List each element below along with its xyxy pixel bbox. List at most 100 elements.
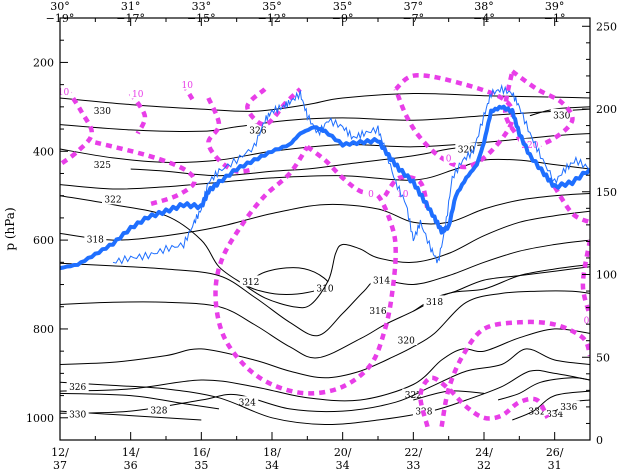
magenta-contour-6 (213, 144, 398, 396)
y-right-label-250: 250 (596, 20, 617, 33)
isentrope-label-314-2: 314 (373, 277, 390, 287)
isentrope-312-1 (60, 195, 590, 309)
isentrope-label-336-13: 336 (560, 403, 577, 413)
isentrope-label-316-3: 316 (369, 307, 386, 317)
magenta-label-0-bg (60, 85, 72, 97)
y-left-label-1000: 1000 (26, 412, 54, 425)
isentrope-322-6 (60, 328, 590, 402)
isentrope-label-312-1-bg (239, 275, 262, 287)
magenta-label-11: 0 (584, 317, 590, 327)
isentrope-label-322-17: 322 (104, 196, 121, 206)
isentrope-325-16 (60, 133, 590, 163)
isentrope-328-9 (60, 392, 220, 410)
isentrope-332-11 (497, 377, 590, 401)
x-bottom-label-24-a: 24/ (475, 446, 493, 459)
axes-layer: 12/3714/3616/3518/3420/3422/3324/3226/31… (26, 0, 617, 472)
isentrope-label-328-9-bg (147, 403, 170, 415)
x-top-label-16-a: 33° (192, 0, 212, 13)
isentrope-label-330-20-bg (550, 108, 573, 120)
isentrope-label-320-18-bg (455, 143, 478, 155)
x-top-label-22-b: −7° (402, 12, 424, 25)
isentrope-label-310-0: 310 (316, 285, 333, 295)
x-bottom-label-20-b: 34 (336, 459, 350, 472)
x-top-label-22-a: 37° (404, 0, 424, 13)
isentrope-label-325-16-bg (91, 158, 114, 170)
isentrope-label-330-10: 330 (69, 411, 86, 421)
y-left-label-200: 200 (33, 56, 54, 69)
isentrope-label-330-14: 330 (94, 107, 111, 117)
magenta-contour-11 (580, 239, 590, 317)
magenta-label-8: 220 (521, 141, 538, 151)
isentrope-label-326-15-bg (246, 123, 269, 135)
magenta-label-7-bg (443, 151, 454, 163)
x-top-label-12-a: 30° (50, 0, 70, 13)
isentrope-326-15 (60, 108, 590, 132)
magenta-label-1-bg (129, 87, 146, 99)
magenta-label-6: 0 (368, 190, 374, 200)
isentrope-label-320-5: 320 (398, 337, 415, 347)
isentrope-label-330-20: 330 (553, 111, 570, 121)
x-bottom-label-22-b: 33 (406, 459, 420, 472)
y-axis-label: p (hPa) (3, 207, 17, 250)
magenta-contour-7 (393, 73, 516, 170)
isentrope-326-8 (60, 369, 590, 426)
magenta-label-2: 10 (181, 81, 193, 91)
isentrope-label-326-8: 326 (69, 383, 86, 393)
isentrope-330-14 (60, 92, 590, 112)
isentrope-label-322-6-bg (402, 388, 425, 400)
isentrope-label-330-14-bg (91, 104, 114, 116)
isentrope-label-334-12: 334 (546, 410, 563, 420)
magenta-label-0: 10 (58, 88, 70, 98)
x-top-label-18-b: −12° (258, 12, 287, 25)
x-bottom-label-16-b: 35 (194, 459, 208, 472)
magenta-contour-0 (60, 87, 95, 167)
series-raw-line (112, 83, 590, 265)
isentrope-314-2 (60, 239, 590, 337)
isentrope-334-12 (512, 390, 590, 421)
x-top-label-20-b: −9° (332, 12, 354, 25)
magenta-contour-12 (439, 319, 590, 428)
magenta-label-1: 10 (132, 90, 144, 100)
y-right-label-50: 50 (596, 351, 610, 364)
isentrope-label-318-4: 318 (426, 298, 443, 308)
isentrope-label-322-17-bg (102, 193, 124, 205)
x-top-label-12-b: −19° (46, 12, 75, 25)
isentrope-label-326-8-bg (66, 380, 89, 392)
series-mean-line (60, 104, 590, 271)
x-bottom-label-18-a: 18/ (263, 446, 281, 459)
isentrope-320-18 (130, 144, 485, 177)
isentrope-316-3 (60, 264, 590, 359)
x-bottom-label-18-b: 34 (265, 459, 279, 472)
isentrope-label-312-1: 312 (242, 278, 259, 288)
magenta-label-8-bg (518, 138, 541, 150)
isentrope-label-326-15: 326 (249, 126, 266, 136)
magenta-label-2-bg (179, 78, 196, 90)
isentrope-label-322-6: 322 (405, 391, 422, 401)
x-top-label-14-a: 31° (121, 0, 141, 13)
isentrope-318-19 (60, 193, 590, 241)
x-top-label-26-b: −1° (544, 12, 566, 25)
isentrope-label-318-19: 318 (87, 236, 104, 246)
magenta-contour-8 (502, 69, 575, 150)
x-top-label-14-b: −17° (116, 12, 145, 25)
x-bottom-label-20-a: 20/ (334, 446, 352, 459)
isentrope-324-7 (60, 348, 590, 414)
x-top-label-16-b: −15° (187, 12, 216, 25)
plot-frame (59, 17, 591, 441)
isentrope-label-330-10-bg (66, 408, 89, 420)
magenta-label-9-bg (394, 187, 411, 199)
isentrope-label-334-12-bg (543, 407, 566, 419)
isentrope-label-314-2-bg (370, 274, 393, 286)
magenta-label-7: 0 (446, 154, 452, 164)
x-top-label-20-a: 35° (333, 0, 353, 13)
y-right-label-150: 150 (596, 186, 617, 199)
magenta-contour-1 (128, 92, 148, 135)
x-bottom-label-14-b: 36 (124, 459, 138, 472)
x-bottom-label-24-b: 32 (477, 459, 491, 472)
magenta-label-6-bg (365, 187, 376, 199)
y-right-label-100: 100 (596, 269, 617, 282)
x-top-label-26-a: 39° (545, 0, 565, 13)
x-bottom-label-26-b: 31 (548, 459, 562, 472)
